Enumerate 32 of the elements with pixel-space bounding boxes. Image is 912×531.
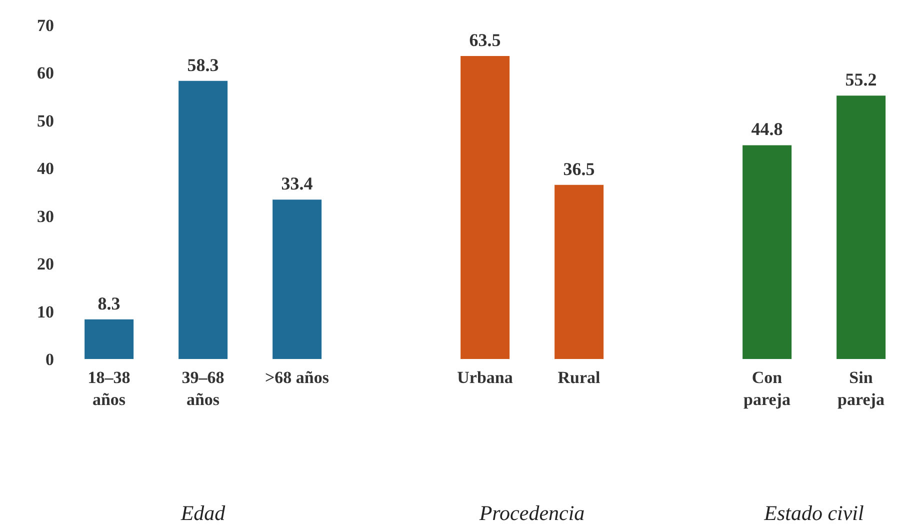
x-tick-label: Rural [558, 368, 601, 387]
y-tick-label: 50 [37, 111, 54, 130]
data-label: 33.4 [281, 174, 313, 194]
data-label: 8.3 [98, 293, 120, 314]
x-tick-label: 39–68 años [182, 368, 224, 409]
data-label: 63.5 [469, 30, 501, 50]
bar [554, 184, 604, 359]
data-label: 58.3 [187, 54, 219, 75]
text: Estado civil [763, 501, 865, 526]
bar [742, 145, 792, 359]
text: Edad [180, 501, 226, 526]
bar [272, 200, 322, 359]
x-tick-label: Urbana [457, 368, 514, 387]
x-tick-label: Sin pareja [838, 368, 885, 409]
data-label: 36.5 [563, 158, 595, 179]
x-tick-label: >68 años [264, 368, 330, 387]
text: Procedencia [478, 501, 586, 526]
y-tick-label: 40 [37, 159, 54, 178]
y-tick-label: 30 [37, 206, 54, 226]
y-tick-label: 60 [37, 64, 54, 83]
data-label: 55.2 [845, 70, 877, 90]
y-tick-label: 70 [37, 16, 54, 36]
x-tick-label: 18–38 años [88, 368, 130, 409]
y-tick-label: 0 [46, 350, 54, 370]
data-label: 44.8 [751, 119, 783, 140]
y-tick-label: 10 [37, 302, 54, 322]
x-tick-label: Con pareja [744, 368, 791, 409]
bar [178, 80, 228, 359]
bar [460, 56, 510, 359]
bar [836, 96, 886, 359]
y-tick-label: 20 [37, 254, 54, 274]
bar [84, 319, 134, 359]
